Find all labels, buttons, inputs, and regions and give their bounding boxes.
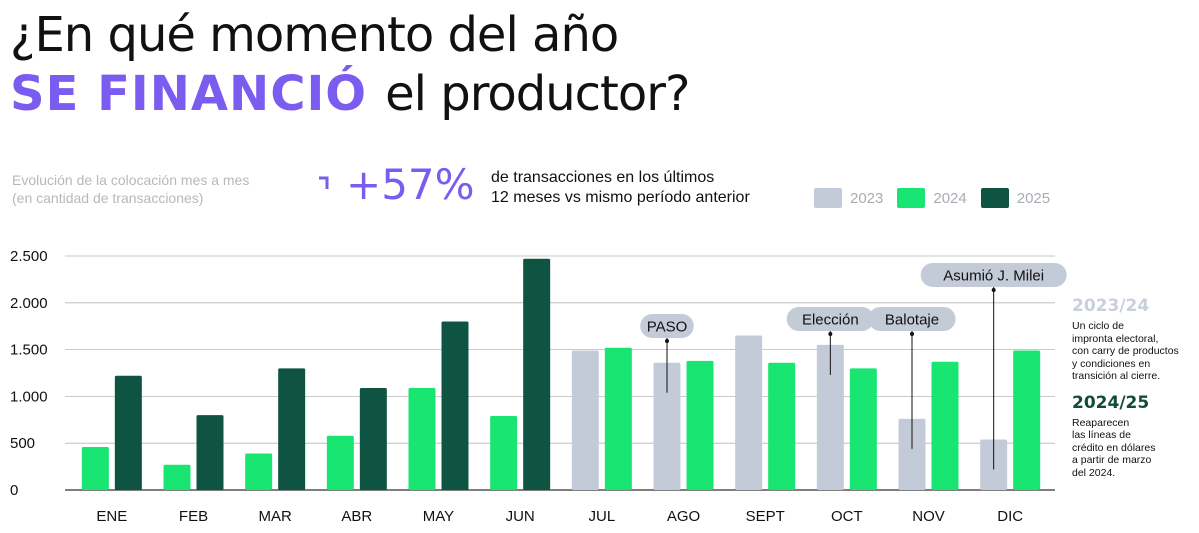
legend-label-2025: 2025 xyxy=(1016,189,1051,207)
bar xyxy=(1013,350,1041,490)
bar xyxy=(735,335,763,490)
x-tick-label: FEB xyxy=(179,508,208,525)
legend-swatch-2025 xyxy=(980,188,1009,208)
bar xyxy=(898,418,926,490)
side-note-body-2024-25: Reaparecen las líneas de crédito en dóla… xyxy=(1072,417,1197,480)
page-title-line2: SE FINANCIÓ el productor? xyxy=(10,62,690,126)
annotation-pill xyxy=(920,263,1067,287)
bar xyxy=(408,387,436,490)
side-note-heading-2023-24: 2023/24 xyxy=(1072,296,1150,316)
stat-description: de transacciones en los últimos 12 meses… xyxy=(491,168,750,208)
arrow-corner-icon xyxy=(319,176,329,189)
bar xyxy=(441,321,469,490)
y-tick-label: 2.000 xyxy=(10,295,48,312)
bar xyxy=(278,368,306,490)
x-tick-label: NOV xyxy=(912,508,945,525)
bar xyxy=(849,368,877,490)
y-tick-label: 1.500 xyxy=(10,342,48,359)
bar xyxy=(245,453,273,490)
legend-item-2025: 2025 xyxy=(980,188,1051,208)
annotation-dot xyxy=(665,339,669,343)
side-note-line: y condiciones en xyxy=(1072,357,1151,370)
y-tick-label: 0 xyxy=(10,482,18,499)
annotation-label: Asumió J. Milei xyxy=(943,268,1044,285)
side-note-line: Reaparecen xyxy=(1072,416,1130,429)
side-note-line: transición al cierre. xyxy=(1072,370,1161,382)
annotation-dot xyxy=(991,288,996,292)
side-note-line: las líneas de xyxy=(1072,429,1131,441)
bar xyxy=(816,344,844,490)
side-note-body-2023-24: Un ciclo de impronta electoral, con carr… xyxy=(1072,320,1197,383)
x-tick-label: AGO xyxy=(667,508,700,525)
bar xyxy=(359,387,387,490)
bar xyxy=(196,415,224,490)
annotation-pill xyxy=(640,314,694,338)
stat-text-line2: 12 meses vs mismo período anterior xyxy=(491,189,750,206)
bar xyxy=(81,446,109,490)
stat-value: +57% xyxy=(346,160,475,209)
bar xyxy=(114,375,142,490)
side-note-line: Un ciclo de xyxy=(1072,320,1124,332)
x-tick-label: JUN xyxy=(506,508,535,525)
annotation-pill xyxy=(868,307,956,331)
page-title-rest: el productor? xyxy=(385,66,690,122)
bar xyxy=(571,350,599,490)
annotation-pill xyxy=(786,307,874,331)
bar xyxy=(326,435,354,490)
x-tick-label: MAR xyxy=(258,508,292,525)
bar xyxy=(523,258,551,490)
legend-item-2023: 2023 xyxy=(814,188,883,208)
side-note-line: impronta electoral, xyxy=(1072,332,1159,345)
y-tick-label: 500 xyxy=(10,435,35,452)
legend-label-2023: 2023 xyxy=(850,189,884,207)
side-note-line: a partir de marzo xyxy=(1072,454,1152,466)
annotation-dot xyxy=(828,332,833,336)
side-notes: 2023/24 Un ciclo de impronta electoral, … xyxy=(1072,296,1197,479)
legend-swatch-2024 xyxy=(897,188,926,208)
stat-text-line1: de transacciones en los últimos xyxy=(491,169,715,186)
x-tick-label: DIC xyxy=(997,508,1023,525)
page-title-line1: ¿En qué momento del año xyxy=(10,7,619,63)
bar xyxy=(604,347,632,490)
bar xyxy=(931,361,959,490)
bar-chart: 0 500 1.000 1.500 2.000 2.500 ENE FEB MAR ABR MAY J… xyxy=(10,248,1067,525)
x-tick-label: ABR xyxy=(341,508,372,525)
legend-label-2024: 2024 xyxy=(933,189,967,207)
annotation-label: Balotaje xyxy=(885,312,939,329)
side-note-line: con carry de productos xyxy=(1072,345,1179,357)
x-tick-label: JUL xyxy=(588,508,615,525)
side-note-heading-2024-25: 2024/25 xyxy=(1072,392,1150,413)
side-note-line: del 2024. xyxy=(1072,466,1116,479)
x-tick-label: SEPT xyxy=(746,508,785,525)
chart-subtitle: Evolución de la colocación mes a mes (en… xyxy=(12,171,302,207)
page-title-accent: SE FINANCIÓ xyxy=(10,66,368,122)
bar xyxy=(490,416,518,490)
x-tick-label: OCT xyxy=(831,508,863,525)
y-tick-label: 1.000 xyxy=(10,388,48,405)
x-tick-label: ENE xyxy=(96,508,127,525)
legend-swatch-2023 xyxy=(814,188,842,208)
annotation-label: Elección xyxy=(802,312,859,329)
annotation-dot xyxy=(910,332,914,336)
x-tick-label: MAY xyxy=(423,508,454,525)
chart-legend: 2023 2024 2025 xyxy=(814,188,1050,208)
bar xyxy=(163,464,191,490)
y-tick-label: 2.500 xyxy=(10,248,48,265)
legend-item-2024: 2024 xyxy=(897,188,967,208)
annotation-label: PASO xyxy=(647,319,688,336)
side-note-line: crédito en dólares xyxy=(1072,441,1156,454)
subtitle-line1: Evolución de la colocación mes a mes xyxy=(12,172,250,188)
bar xyxy=(653,362,681,490)
bar xyxy=(768,362,796,490)
subtitle-line2: (en cantidad de transacciones) xyxy=(12,190,204,206)
bar xyxy=(686,360,714,490)
